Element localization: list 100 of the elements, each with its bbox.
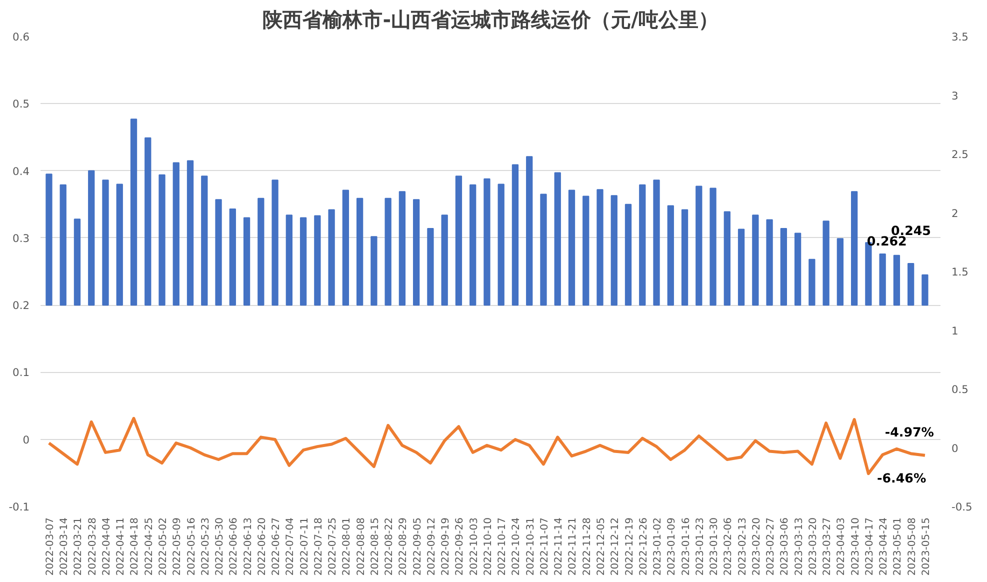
bar (300, 217, 307, 306)
bar (201, 176, 208, 306)
x-tick-label: 2022-08-29 (398, 517, 410, 576)
bar (624, 204, 632, 306)
x-tick-label: 2022-10-24 (511, 517, 522, 576)
bar (370, 236, 378, 306)
x-tick-label: 2023-05-15 (920, 517, 932, 576)
x-tick-label: 2023-02-27 (766, 517, 777, 576)
x-tick-label: 2023-03-13 (794, 517, 805, 576)
x-tick-label: 2022-05-16 (186, 517, 198, 576)
bar (172, 162, 180, 306)
x-tick-label: 2022-11-14 (554, 517, 565, 576)
x-tick-label: 2022-12-26 (638, 517, 650, 576)
bar (102, 180, 109, 306)
x-tick-label: 2022-06-20 (256, 517, 268, 576)
x-tick-label: 2022-08-01 (342, 517, 353, 576)
y2-tick-label: 2.5 (952, 148, 968, 161)
x-tick-label: 2022-05-09 (172, 517, 184, 576)
bar (710, 188, 716, 306)
x-tick-label: 2022-10-03 (468, 517, 480, 576)
x-tick-label: 2022-10-17 (497, 517, 508, 576)
bar (766, 219, 773, 306)
bar (582, 196, 590, 306)
bar (116, 184, 123, 306)
x-tick-label: 2022-09-12 (426, 517, 438, 576)
y2-tick-label: 1 (952, 324, 958, 338)
x-tick-label: 2023-03-06 (780, 517, 791, 576)
x-tick-label: 2023-01-02 (652, 517, 664, 576)
y-tick-label: 0.1 (12, 366, 30, 380)
bar (681, 209, 688, 306)
bar (512, 164, 519, 306)
bar (328, 209, 335, 306)
x-tick-label: 2022-06-13 (242, 517, 254, 576)
bar (498, 184, 504, 306)
x-tick-label: 2022-07-04 (285, 517, 296, 576)
bar (540, 194, 547, 306)
bar (74, 218, 81, 306)
x-tick-label: 2022-09-19 (440, 517, 452, 576)
x-tick-label: 2023-04-03 (836, 517, 848, 576)
y2-tick-label: 0 (952, 442, 958, 455)
bar (568, 190, 576, 306)
bar (836, 238, 844, 306)
bar (229, 208, 236, 306)
bar (243, 217, 250, 306)
x-tick-label: 2022-10-31 (525, 517, 536, 576)
y-tick-label: 0.2 (12, 299, 30, 312)
bar (879, 254, 886, 306)
y-tick-label: 0.3 (12, 232, 30, 245)
bar (384, 198, 392, 306)
annotation: -6.46% (876, 470, 926, 486)
y-tick-label: 0.6 (12, 30, 30, 44)
x-tick-label: 2022-05-02 (158, 517, 170, 576)
bar (88, 170, 95, 306)
bar (441, 214, 448, 306)
bar (286, 214, 292, 306)
bar (794, 232, 802, 306)
x-tick-label: 2022-04-18 (130, 517, 141, 576)
x-tick-label: 2022-04-25 (144, 517, 155, 576)
bar (272, 180, 278, 306)
y-tick-label: -0.1 (8, 500, 30, 514)
x-tick-label: 2022-06-06 (228, 517, 240, 576)
x-tick-label: 2022-11-07 (539, 517, 550, 576)
bar (342, 190, 350, 306)
x-tick-label: 2022-05-23 (200, 517, 212, 576)
bar (130, 118, 138, 306)
x-tick-label: 2023-02-06 (723, 517, 734, 576)
bar (46, 174, 52, 306)
bar (850, 191, 858, 306)
bar (144, 137, 152, 306)
x-tick-label: 2022-05-30 (214, 517, 226, 576)
x-tick-label: 2023-04-24 (878, 517, 890, 576)
x-tick-label: 2023-01-23 (694, 517, 706, 576)
x-tick-label: 2023-05-01 (892, 517, 904, 576)
y2-tick-label: 0.5 (952, 383, 968, 396)
x-tick-label: 2023-02-20 (751, 517, 762, 576)
x-tick-label: 2023-01-16 (680, 517, 692, 576)
bar (780, 228, 787, 306)
x-tick-label: 2023-01-09 (666, 517, 678, 576)
bar (808, 258, 816, 306)
x-tick-label: 2022-03-07 (44, 517, 56, 576)
bar (653, 180, 660, 306)
annotation: -4.97% (884, 424, 934, 440)
bar (427, 228, 434, 306)
bar (314, 215, 321, 306)
y2-tick-label: 1.5 (952, 266, 968, 278)
x-tick-label: 2022-11-21 (568, 517, 579, 576)
bar (696, 186, 702, 306)
x-tick-label: 2022-10-10 (482, 517, 494, 576)
bar (554, 172, 561, 306)
x-tick-label: 2023-03-27 (822, 517, 834, 576)
x-tick-label: 2022-08-15 (370, 517, 381, 576)
bar (356, 198, 364, 306)
x-tick-label: 2022-11-28 (582, 517, 593, 576)
bar (908, 262, 914, 306)
bar (610, 195, 618, 306)
bar (258, 198, 264, 306)
x-tick-label: 2022-07-25 (328, 517, 339, 576)
x-tick-label: 2022-03-28 (87, 517, 98, 576)
bar (893, 254, 900, 306)
bar (596, 189, 604, 306)
